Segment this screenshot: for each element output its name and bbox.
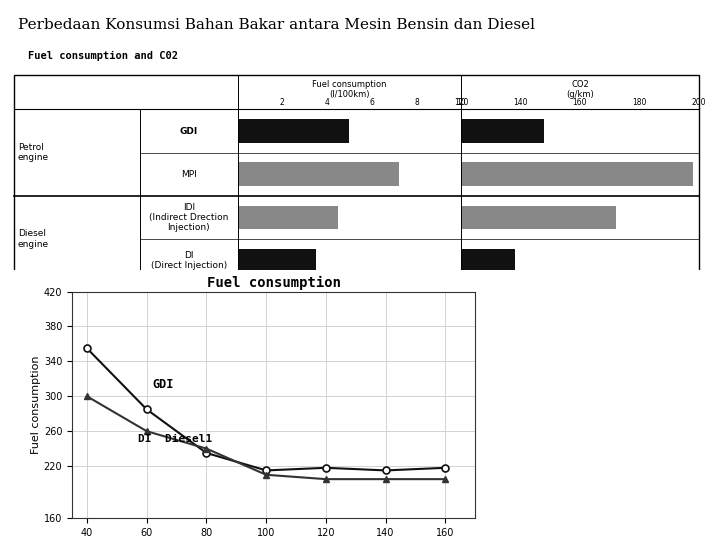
Text: GDI: GDI [180,126,198,136]
Text: GDI: GDI [153,377,174,390]
Text: 180: 180 [632,98,647,107]
Text: IDI
(Indirect Drection
Injection): IDI (Indirect Drection Injection) [149,202,228,232]
Bar [461,206,616,230]
Text: 120: 120 [454,98,468,107]
Text: 6: 6 [369,98,374,107]
Bar [238,206,338,230]
Bar [461,163,693,186]
Text: Fuel consumption and C02: Fuel consumption and C02 [28,51,178,61]
Text: Fuel consumption
(l/100km): Fuel consumption (l/100km) [312,79,387,99]
Text: CO2
(g/km): CO2 (g/km) [566,79,594,99]
Text: 2: 2 [280,98,284,107]
Y-axis label: Fuel consumption: Fuel consumption [31,356,41,454]
Text: MPI: MPI [181,170,197,179]
Text: Petrol
engine: Petrol engine [18,143,49,163]
Text: Perbedaan Konsumsi Bahan Bakar antara Mesin Bensin dan Diesel: Perbedaan Konsumsi Bahan Bakar antara Me… [18,18,535,32]
Bar [461,119,544,143]
Text: 8: 8 [414,98,419,107]
Bar [461,249,515,273]
Text: 160: 160 [572,98,587,107]
Text: 200: 200 [691,98,706,107]
Text: DI
(Direct Injection): DI (Direct Injection) [150,251,227,271]
Text: DI  Diesel1: DI Diesel1 [138,434,212,444]
Text: 4: 4 [325,98,330,107]
Bar [238,163,399,186]
Text: Diesel
engine: Diesel engine [18,230,49,249]
Text: 140: 140 [513,98,528,107]
Text: 10: 10 [456,98,466,107]
Bar [238,119,349,143]
Bar [238,249,316,273]
Title: Fuel consumption: Fuel consumption [207,276,341,291]
